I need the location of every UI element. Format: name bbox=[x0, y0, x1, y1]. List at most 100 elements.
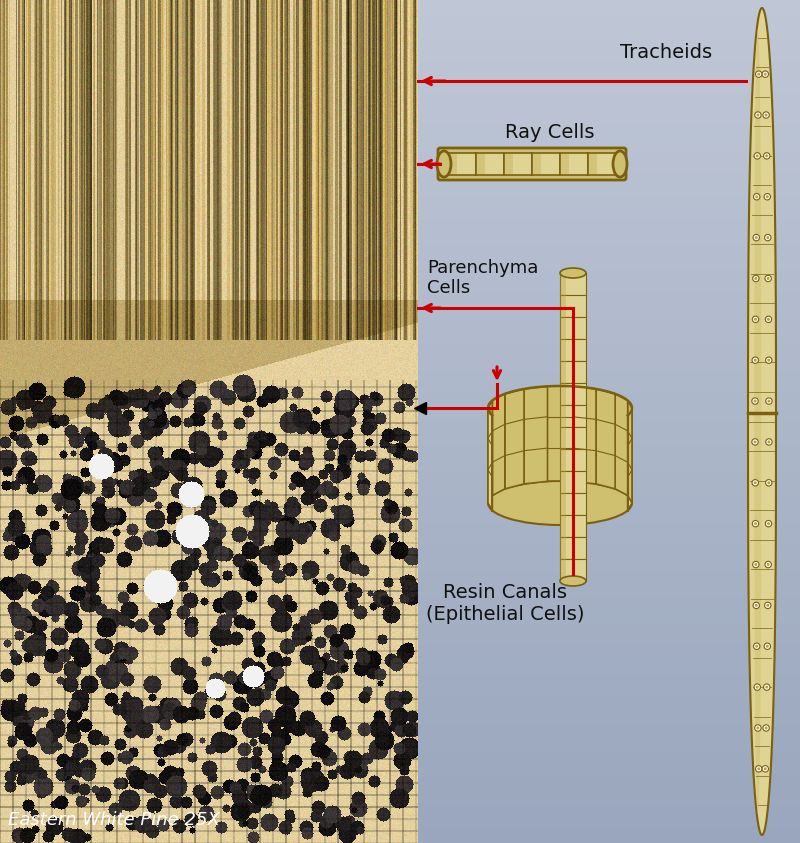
Polygon shape bbox=[488, 400, 492, 503]
Bar bbox=[418, 607, 800, 613]
Circle shape bbox=[767, 522, 770, 525]
Circle shape bbox=[763, 725, 770, 731]
Bar bbox=[418, 51, 800, 56]
Bar bbox=[477, 154, 486, 174]
Bar bbox=[418, 230, 800, 236]
Polygon shape bbox=[547, 386, 573, 481]
Bar bbox=[418, 95, 800, 101]
Bar bbox=[418, 820, 800, 826]
Bar bbox=[560, 273, 566, 295]
Circle shape bbox=[765, 602, 771, 609]
Bar bbox=[560, 295, 566, 317]
Bar bbox=[418, 815, 800, 820]
Circle shape bbox=[753, 234, 759, 241]
Bar bbox=[418, 427, 800, 432]
Circle shape bbox=[754, 194, 760, 200]
Bar bbox=[418, 326, 800, 331]
Circle shape bbox=[754, 481, 757, 484]
Bar bbox=[560, 273, 586, 295]
Bar bbox=[560, 361, 566, 383]
Bar bbox=[418, 314, 800, 320]
Bar bbox=[418, 601, 800, 607]
Bar bbox=[418, 169, 800, 175]
Polygon shape bbox=[754, 29, 762, 814]
Bar bbox=[418, 371, 800, 377]
Circle shape bbox=[766, 438, 772, 445]
Bar bbox=[418, 303, 800, 309]
Bar bbox=[418, 101, 800, 107]
Circle shape bbox=[755, 765, 762, 772]
Bar bbox=[418, 759, 800, 765]
Bar bbox=[418, 770, 800, 776]
Bar bbox=[418, 202, 800, 208]
Bar bbox=[418, 399, 800, 405]
Bar bbox=[418, 641, 800, 647]
Ellipse shape bbox=[437, 151, 451, 177]
Bar bbox=[560, 339, 586, 361]
Bar bbox=[418, 73, 800, 78]
Bar bbox=[560, 405, 566, 427]
Bar bbox=[418, 832, 800, 837]
Bar bbox=[449, 154, 458, 174]
Bar bbox=[418, 422, 800, 427]
Bar bbox=[418, 714, 800, 719]
Bar bbox=[418, 276, 800, 281]
Bar bbox=[418, 455, 800, 461]
Polygon shape bbox=[596, 389, 615, 489]
Circle shape bbox=[755, 196, 758, 198]
Bar bbox=[418, 377, 800, 382]
Circle shape bbox=[765, 276, 771, 282]
Bar bbox=[418, 753, 800, 759]
Bar bbox=[560, 153, 588, 175]
Circle shape bbox=[752, 357, 758, 363]
Circle shape bbox=[753, 276, 759, 282]
Bar bbox=[418, 253, 800, 259]
Bar bbox=[418, 135, 800, 141]
Polygon shape bbox=[748, 8, 776, 835]
Circle shape bbox=[766, 604, 770, 607]
Circle shape bbox=[766, 316, 772, 323]
Circle shape bbox=[752, 316, 758, 323]
Bar bbox=[418, 11, 800, 17]
Bar bbox=[561, 154, 570, 174]
Circle shape bbox=[756, 154, 758, 158]
Bar bbox=[418, 242, 800, 247]
Bar bbox=[418, 28, 800, 34]
Circle shape bbox=[754, 522, 757, 525]
Bar bbox=[418, 259, 800, 264]
Bar bbox=[418, 163, 800, 169]
Polygon shape bbox=[488, 408, 492, 511]
Bar bbox=[560, 493, 586, 515]
Bar bbox=[560, 383, 586, 405]
Text: Ray Cells: Ray Cells bbox=[505, 124, 594, 142]
Bar bbox=[418, 293, 800, 298]
Bar bbox=[418, 40, 800, 45]
Bar bbox=[418, 17, 800, 23]
Bar bbox=[418, 731, 800, 736]
Polygon shape bbox=[492, 394, 505, 496]
Bar bbox=[560, 317, 566, 339]
Bar bbox=[418, 23, 800, 28]
Circle shape bbox=[755, 71, 762, 78]
Bar bbox=[589, 154, 598, 174]
Bar bbox=[418, 652, 800, 658]
Bar bbox=[418, 405, 800, 411]
Bar bbox=[418, 129, 800, 135]
Bar bbox=[418, 837, 800, 843]
Circle shape bbox=[754, 359, 757, 362]
Bar bbox=[560, 515, 566, 537]
Circle shape bbox=[757, 114, 759, 116]
Bar bbox=[418, 483, 800, 489]
Circle shape bbox=[766, 480, 772, 486]
Bar bbox=[418, 449, 800, 455]
Bar bbox=[418, 208, 800, 213]
Circle shape bbox=[763, 112, 770, 118]
Bar bbox=[418, 792, 800, 798]
Bar bbox=[418, 630, 800, 635]
Circle shape bbox=[765, 727, 767, 729]
Bar bbox=[418, 590, 800, 596]
Bar bbox=[418, 748, 800, 753]
Bar bbox=[418, 141, 800, 146]
Bar bbox=[418, 562, 800, 567]
Bar bbox=[418, 287, 800, 293]
